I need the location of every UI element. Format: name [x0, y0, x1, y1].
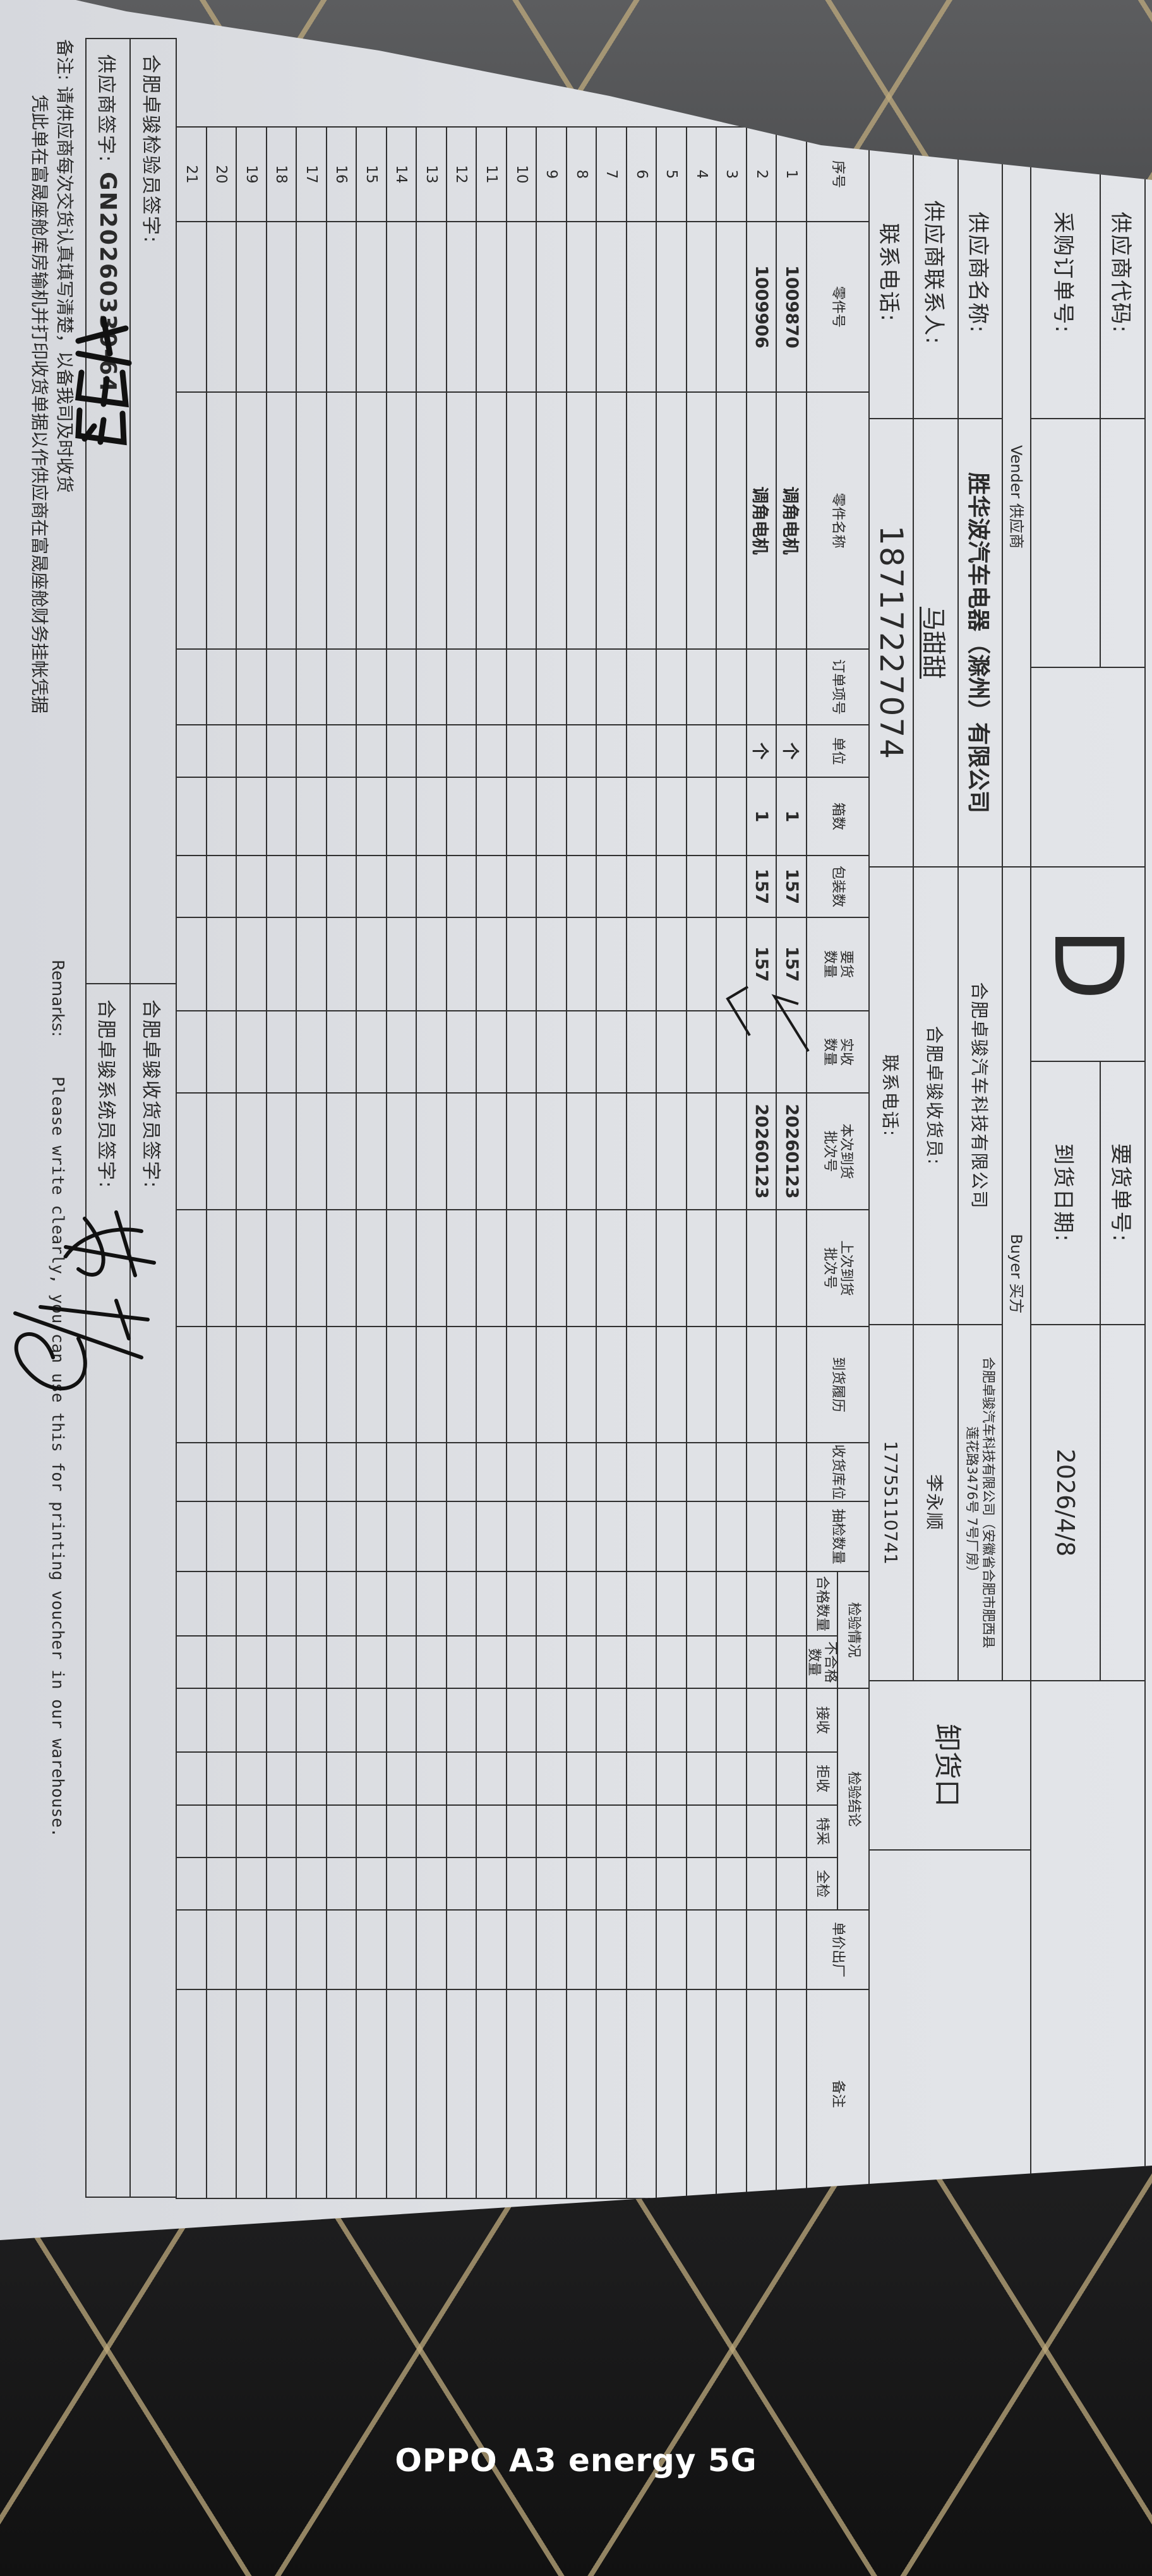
handwriting-layer — [13, 316, 810, 1391]
delivery-note-form: 供应商代码: D 要货单号: 采购订单号: 到货日期: 2026/4/8 Ven… — [13, 38, 1146, 2199]
camera-watermark: OPPO A3 energy 5G — [395, 2442, 757, 2479]
supplier-handwritten-signature — [75, 316, 132, 446]
delivery-note-paper: 供应商代码: D 要货单号: 采购订单号: 到货日期: 2026/4/8 Ven… — [0, 0, 1152, 2240]
receiver-handwritten-signature — [13, 1210, 156, 1391]
check-mark-row-1 — [771, 994, 810, 1052]
check-mark-row-2 — [726, 986, 751, 1037]
